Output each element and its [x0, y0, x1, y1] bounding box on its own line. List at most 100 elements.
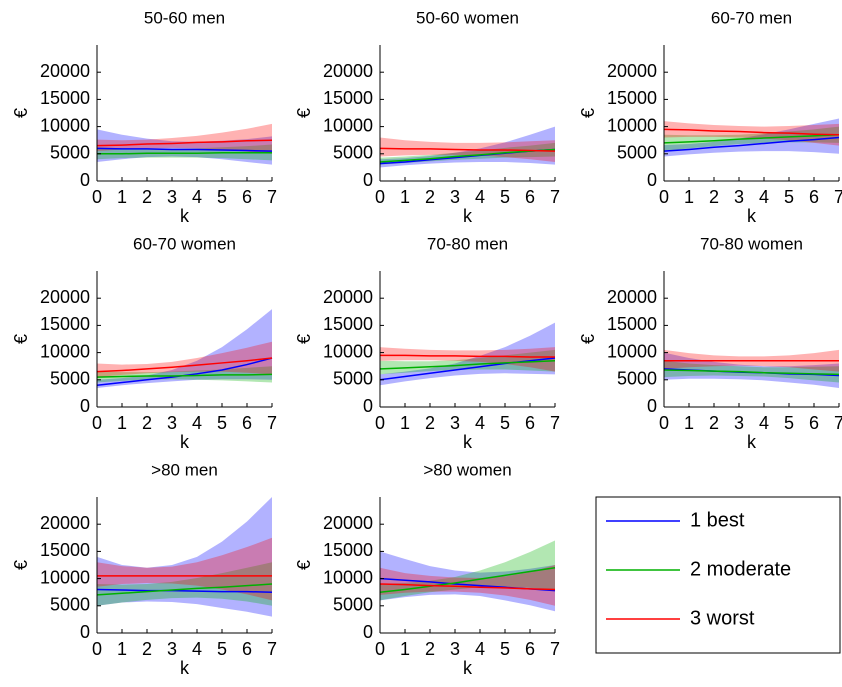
y-tick-label: 15000 — [323, 314, 373, 334]
y-axis-label: € — [578, 334, 598, 344]
y-tick-label: 20000 — [323, 287, 373, 307]
x-tick-label: 2 — [709, 413, 719, 433]
x-tick-label: 7 — [267, 639, 277, 659]
series-line — [96, 139, 273, 147]
x-tick-label: 2 — [142, 413, 152, 433]
legend-box — [595, 496, 841, 654]
x-axis-label: k — [463, 432, 473, 452]
y-tick-label: 5000 — [617, 369, 657, 389]
x-tick-label: 3 — [450, 187, 460, 207]
y-tick-label: 20000 — [40, 513, 90, 533]
subplot-title: 70-80 men — [427, 234, 508, 253]
legend-label: 1 best — [690, 509, 745, 531]
y-tick-label: 10000 — [40, 341, 90, 361]
confidence-band — [97, 129, 272, 165]
confidence-band — [97, 366, 272, 383]
x-tick-label: 3 — [167, 413, 177, 433]
y-axis-label: € — [11, 334, 31, 344]
y-tick-label: 5000 — [50, 143, 90, 163]
x-tick-label: 3 — [734, 187, 744, 207]
y-axis-label: € — [11, 108, 31, 118]
y-tick-label: 20000 — [323, 513, 373, 533]
y-tick-label: 15000 — [323, 540, 373, 560]
x-tick-label: 7 — [834, 187, 842, 207]
x-tick-label: 0 — [375, 639, 385, 659]
confidence-band — [380, 126, 555, 168]
x-tick-label: 2 — [709, 187, 719, 207]
y-tick-label: 15000 — [40, 540, 90, 560]
y-tick-label: 20000 — [40, 287, 90, 307]
y-tick-label: 5000 — [50, 595, 90, 615]
subplot-title: 60-70 men — [711, 8, 792, 27]
y-tick-label: 10000 — [40, 567, 90, 587]
x-tick-label: 2 — [142, 187, 152, 207]
x-tick-label: 5 — [217, 639, 227, 659]
x-tick-label: 1 — [117, 187, 127, 207]
x-tick-label: 7 — [834, 413, 842, 433]
y-axis-label: € — [294, 560, 314, 570]
x-tick-label: 4 — [192, 187, 202, 207]
subplot-title: 50-60 women — [416, 8, 519, 27]
confidence-band — [380, 322, 555, 386]
x-axis-label: k — [747, 432, 757, 452]
x-tick-label: 4 — [759, 413, 769, 433]
y-tick-label: 15000 — [40, 314, 90, 334]
subplot-title: >80 women — [423, 460, 511, 479]
x-tick-label: 5 — [500, 639, 510, 659]
y-tick-label: 5000 — [50, 369, 90, 389]
y-tick-label: 15000 — [607, 314, 657, 334]
x-tick-label: 7 — [550, 187, 560, 207]
y-tick-label: 20000 — [607, 287, 657, 307]
series-line — [379, 583, 556, 591]
y-axis-label: € — [578, 108, 598, 118]
x-tick-label: 2 — [142, 639, 152, 659]
x-tick-label: 2 — [425, 639, 435, 659]
x-tick-label: 5 — [784, 413, 794, 433]
confidence-band — [97, 537, 272, 601]
x-tick-label: 3 — [167, 187, 177, 207]
series-line — [379, 566, 556, 593]
x-tick-label: 1 — [400, 413, 410, 433]
y-tick-label: 15000 — [323, 88, 373, 108]
y-tick-label: 5000 — [333, 143, 373, 163]
y-tick-label: 20000 — [40, 61, 90, 81]
y-tick-label: 10000 — [607, 341, 657, 361]
x-tick-label: 6 — [525, 639, 535, 659]
y-axis-label: € — [294, 108, 314, 118]
x-tick-label: 2 — [425, 413, 435, 433]
x-tick-label: 1 — [400, 639, 410, 659]
series-line — [379, 357, 556, 381]
y-tick-label: 5000 — [333, 369, 373, 389]
confidence-band — [664, 118, 839, 157]
y-tick-label: 0 — [363, 170, 373, 190]
x-tick-label: 5 — [784, 187, 794, 207]
y-tick-label: 0 — [80, 396, 90, 416]
series-line — [96, 357, 273, 373]
series-line — [663, 128, 840, 136]
x-tick-label: 7 — [550, 413, 560, 433]
subplot-title: >80 men — [151, 460, 218, 479]
x-tick-label: 5 — [217, 413, 227, 433]
x-tick-label: 4 — [475, 639, 485, 659]
x-tick-label: 0 — [375, 187, 385, 207]
x-tick-label: 1 — [117, 639, 127, 659]
y-tick-label: 0 — [647, 170, 657, 190]
y-tick-label: 0 — [80, 622, 90, 642]
y-tick-label: 0 — [363, 396, 373, 416]
subplot-title: 70-80 women — [700, 234, 803, 253]
x-tick-label: 0 — [375, 413, 385, 433]
x-tick-label: 7 — [267, 413, 277, 433]
series-line — [96, 588, 273, 593]
x-tick-label: 3 — [450, 639, 460, 659]
x-tick-label: 2 — [425, 187, 435, 207]
series-line — [97, 151, 272, 155]
subplot-title: 60-70 women — [133, 234, 236, 253]
x-tick-label: 6 — [809, 413, 819, 433]
x-tick-label: 5 — [217, 187, 227, 207]
y-tick-label: 10000 — [323, 341, 373, 361]
y-tick-label: 15000 — [40, 88, 90, 108]
x-tick-label: 6 — [242, 187, 252, 207]
x-tick-label: 4 — [759, 187, 769, 207]
x-tick-label: 1 — [684, 413, 694, 433]
series-line — [663, 134, 840, 144]
